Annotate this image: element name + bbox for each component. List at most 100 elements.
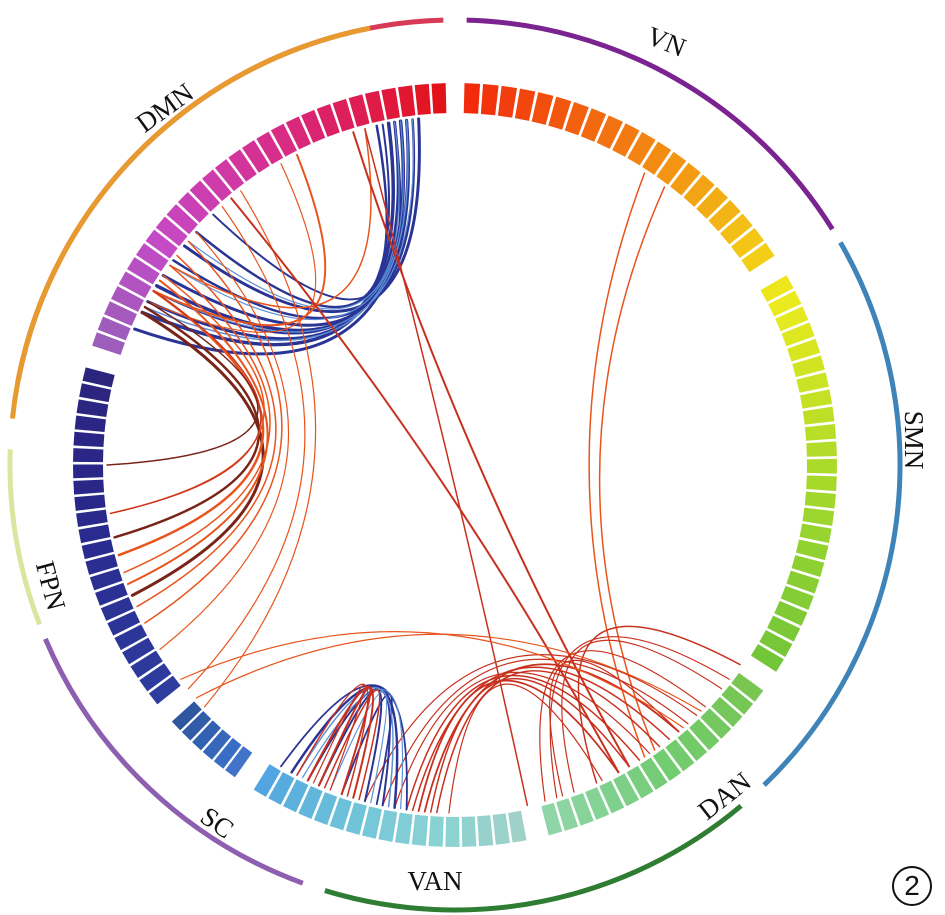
connection-link bbox=[318, 686, 372, 796]
node-van bbox=[461, 816, 477, 847]
node-dmn bbox=[97, 316, 131, 341]
node-smn bbox=[791, 555, 825, 577]
connection-link bbox=[352, 131, 630, 768]
node-dmn bbox=[256, 131, 284, 165]
connection-link bbox=[549, 636, 730, 799]
connection-link bbox=[147, 163, 317, 333]
node-dan bbox=[689, 719, 720, 751]
connection-link bbox=[123, 264, 271, 574]
connection-link bbox=[539, 650, 706, 802]
node-dmn bbox=[214, 159, 245, 192]
node-fpn bbox=[85, 554, 118, 575]
node-fpn bbox=[76, 399, 109, 418]
node-dmn bbox=[104, 301, 137, 326]
node-van bbox=[411, 814, 429, 846]
node-smn bbox=[786, 570, 820, 594]
connection-link bbox=[117, 289, 265, 557]
node-dmn bbox=[270, 123, 297, 157]
node-vn bbox=[514, 88, 536, 121]
connection-link bbox=[364, 654, 698, 802]
node-dmn bbox=[228, 149, 257, 182]
node-dmn bbox=[145, 229, 178, 259]
connection-link bbox=[436, 670, 661, 814]
node-fpn bbox=[148, 675, 181, 705]
node-sc bbox=[213, 737, 242, 769]
connection-link bbox=[561, 639, 723, 793]
node-smn bbox=[780, 585, 814, 610]
node-fpn bbox=[82, 367, 115, 388]
connection-link bbox=[136, 254, 277, 608]
node-vn bbox=[627, 131, 656, 166]
node-vn bbox=[731, 227, 764, 259]
connection-link bbox=[296, 683, 369, 797]
label-fpn: FPN bbox=[30, 558, 72, 614]
node-fpn bbox=[73, 464, 104, 479]
node-van bbox=[329, 797, 352, 831]
node-van bbox=[361, 806, 383, 839]
connection-link bbox=[187, 121, 400, 310]
node-vn bbox=[683, 174, 715, 207]
outer-arc-dan bbox=[324, 803, 743, 913]
node-dan bbox=[613, 773, 640, 807]
node-dmn bbox=[135, 243, 169, 272]
node-smn bbox=[795, 539, 829, 561]
node-dmn bbox=[414, 83, 431, 115]
node-van bbox=[378, 809, 398, 842]
connection-link bbox=[301, 688, 404, 810]
node-van bbox=[283, 779, 309, 813]
node-dan bbox=[700, 708, 732, 739]
node-vn bbox=[696, 186, 729, 219]
connection-link bbox=[405, 674, 641, 811]
connection-link bbox=[187, 205, 306, 690]
node-dmn bbox=[431, 83, 447, 114]
node-dan bbox=[731, 672, 764, 702]
node-van bbox=[253, 764, 281, 797]
node-dmn bbox=[316, 104, 340, 137]
node-dan bbox=[585, 787, 610, 820]
node-fpn bbox=[73, 448, 104, 463]
node-smn bbox=[804, 491, 836, 509]
connection-link bbox=[296, 686, 394, 808]
node-fpn bbox=[139, 663, 172, 692]
node-van bbox=[313, 792, 338, 825]
node-ring bbox=[73, 83, 837, 847]
outer-arc-fpn bbox=[9, 25, 371, 419]
node-sc bbox=[171, 701, 202, 731]
node-vn bbox=[463, 83, 481, 114]
connection-link bbox=[549, 659, 680, 797]
node-van bbox=[428, 816, 444, 847]
connection-link bbox=[448, 683, 603, 814]
outer-arc-van bbox=[43, 637, 304, 886]
node-vn bbox=[564, 102, 589, 136]
label-van: VAN bbox=[407, 866, 462, 896]
node-dmn bbox=[202, 169, 232, 202]
node-dan bbox=[721, 685, 754, 715]
node-vn bbox=[548, 96, 572, 130]
node-smn bbox=[781, 322, 815, 347]
connection-link bbox=[204, 190, 317, 708]
node-van bbox=[298, 786, 323, 819]
node-fpn bbox=[95, 582, 128, 606]
connection-link bbox=[230, 197, 620, 774]
node-vn bbox=[720, 213, 753, 245]
node-smn bbox=[806, 441, 837, 457]
node-fpn bbox=[130, 650, 163, 679]
node-vn bbox=[480, 84, 499, 116]
node-dmn bbox=[397, 85, 416, 117]
node-dmn bbox=[364, 90, 385, 123]
node-vn bbox=[497, 85, 518, 118]
node-smn bbox=[806, 475, 837, 492]
network-labels: DMN VN SMN DAN VAN SC FPN bbox=[30, 20, 929, 896]
node-smn bbox=[767, 615, 801, 642]
connection-link bbox=[312, 684, 365, 791]
node-smn bbox=[774, 600, 808, 626]
connection-link bbox=[169, 128, 372, 309]
node-dmn bbox=[111, 286, 144, 312]
node-dan bbox=[570, 792, 594, 826]
connection-link bbox=[144, 240, 283, 624]
connection-link bbox=[180, 631, 684, 729]
connection-link bbox=[323, 689, 381, 801]
node-van bbox=[508, 810, 527, 843]
node-fpn bbox=[73, 431, 105, 448]
node-smn bbox=[802, 406, 835, 425]
